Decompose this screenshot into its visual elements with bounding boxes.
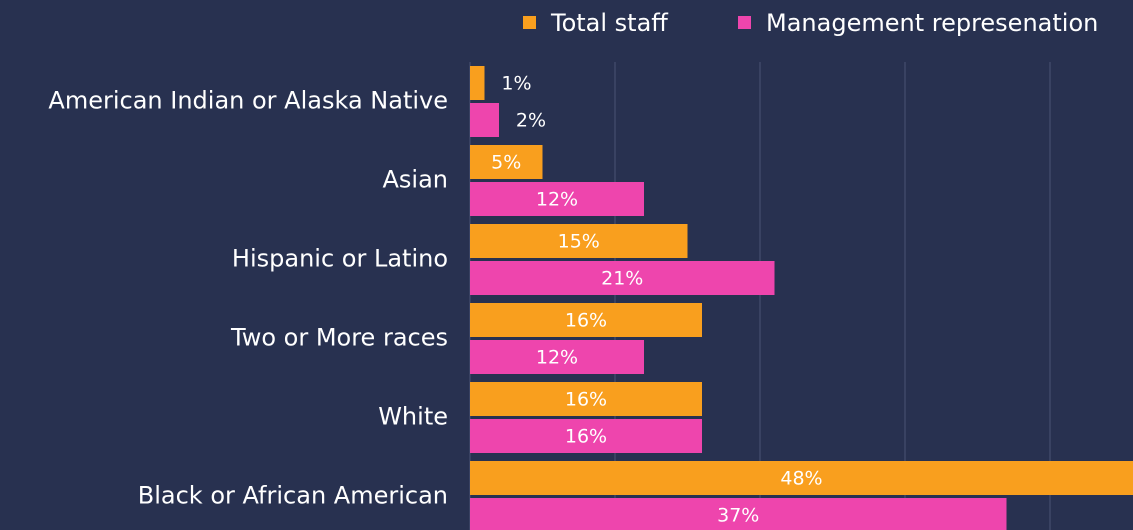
bar (470, 224, 688, 258)
bar (470, 66, 485, 100)
category-label: Hispanic or Latino (232, 245, 448, 273)
legend-swatch (523, 16, 536, 29)
bar (470, 145, 543, 179)
legend-swatch (738, 16, 751, 29)
legend-label: Total staff (550, 9, 668, 37)
bar (470, 382, 702, 416)
category-label: Black or African American (138, 482, 448, 510)
category-label: White (378, 403, 448, 431)
value-label: 48% (780, 468, 822, 490)
value-label: 21% (601, 268, 643, 290)
value-label: 12% (536, 347, 578, 369)
value-label: 16% (565, 389, 607, 411)
value-label: 5% (491, 152, 521, 174)
bar (470, 461, 1133, 495)
value-label: 2% (516, 110, 546, 132)
value-label: 16% (565, 426, 607, 448)
bar (470, 103, 499, 137)
bar (470, 340, 644, 374)
value-label: 12% (536, 189, 578, 211)
bar (470, 419, 702, 453)
bar (470, 303, 702, 337)
bar (470, 261, 775, 295)
value-label: 15% (558, 231, 600, 253)
category-label: American Indian or Alaska Native (48, 87, 448, 115)
value-label: 1% (501, 73, 531, 95)
bar (470, 182, 644, 216)
category-label: Two or More races (230, 324, 448, 352)
category-label: Asian (382, 166, 448, 194)
value-label: 16% (565, 310, 607, 332)
bar (470, 498, 1007, 530)
legend-label: Management represenation (766, 9, 1098, 37)
value-label: 37% (717, 505, 759, 527)
